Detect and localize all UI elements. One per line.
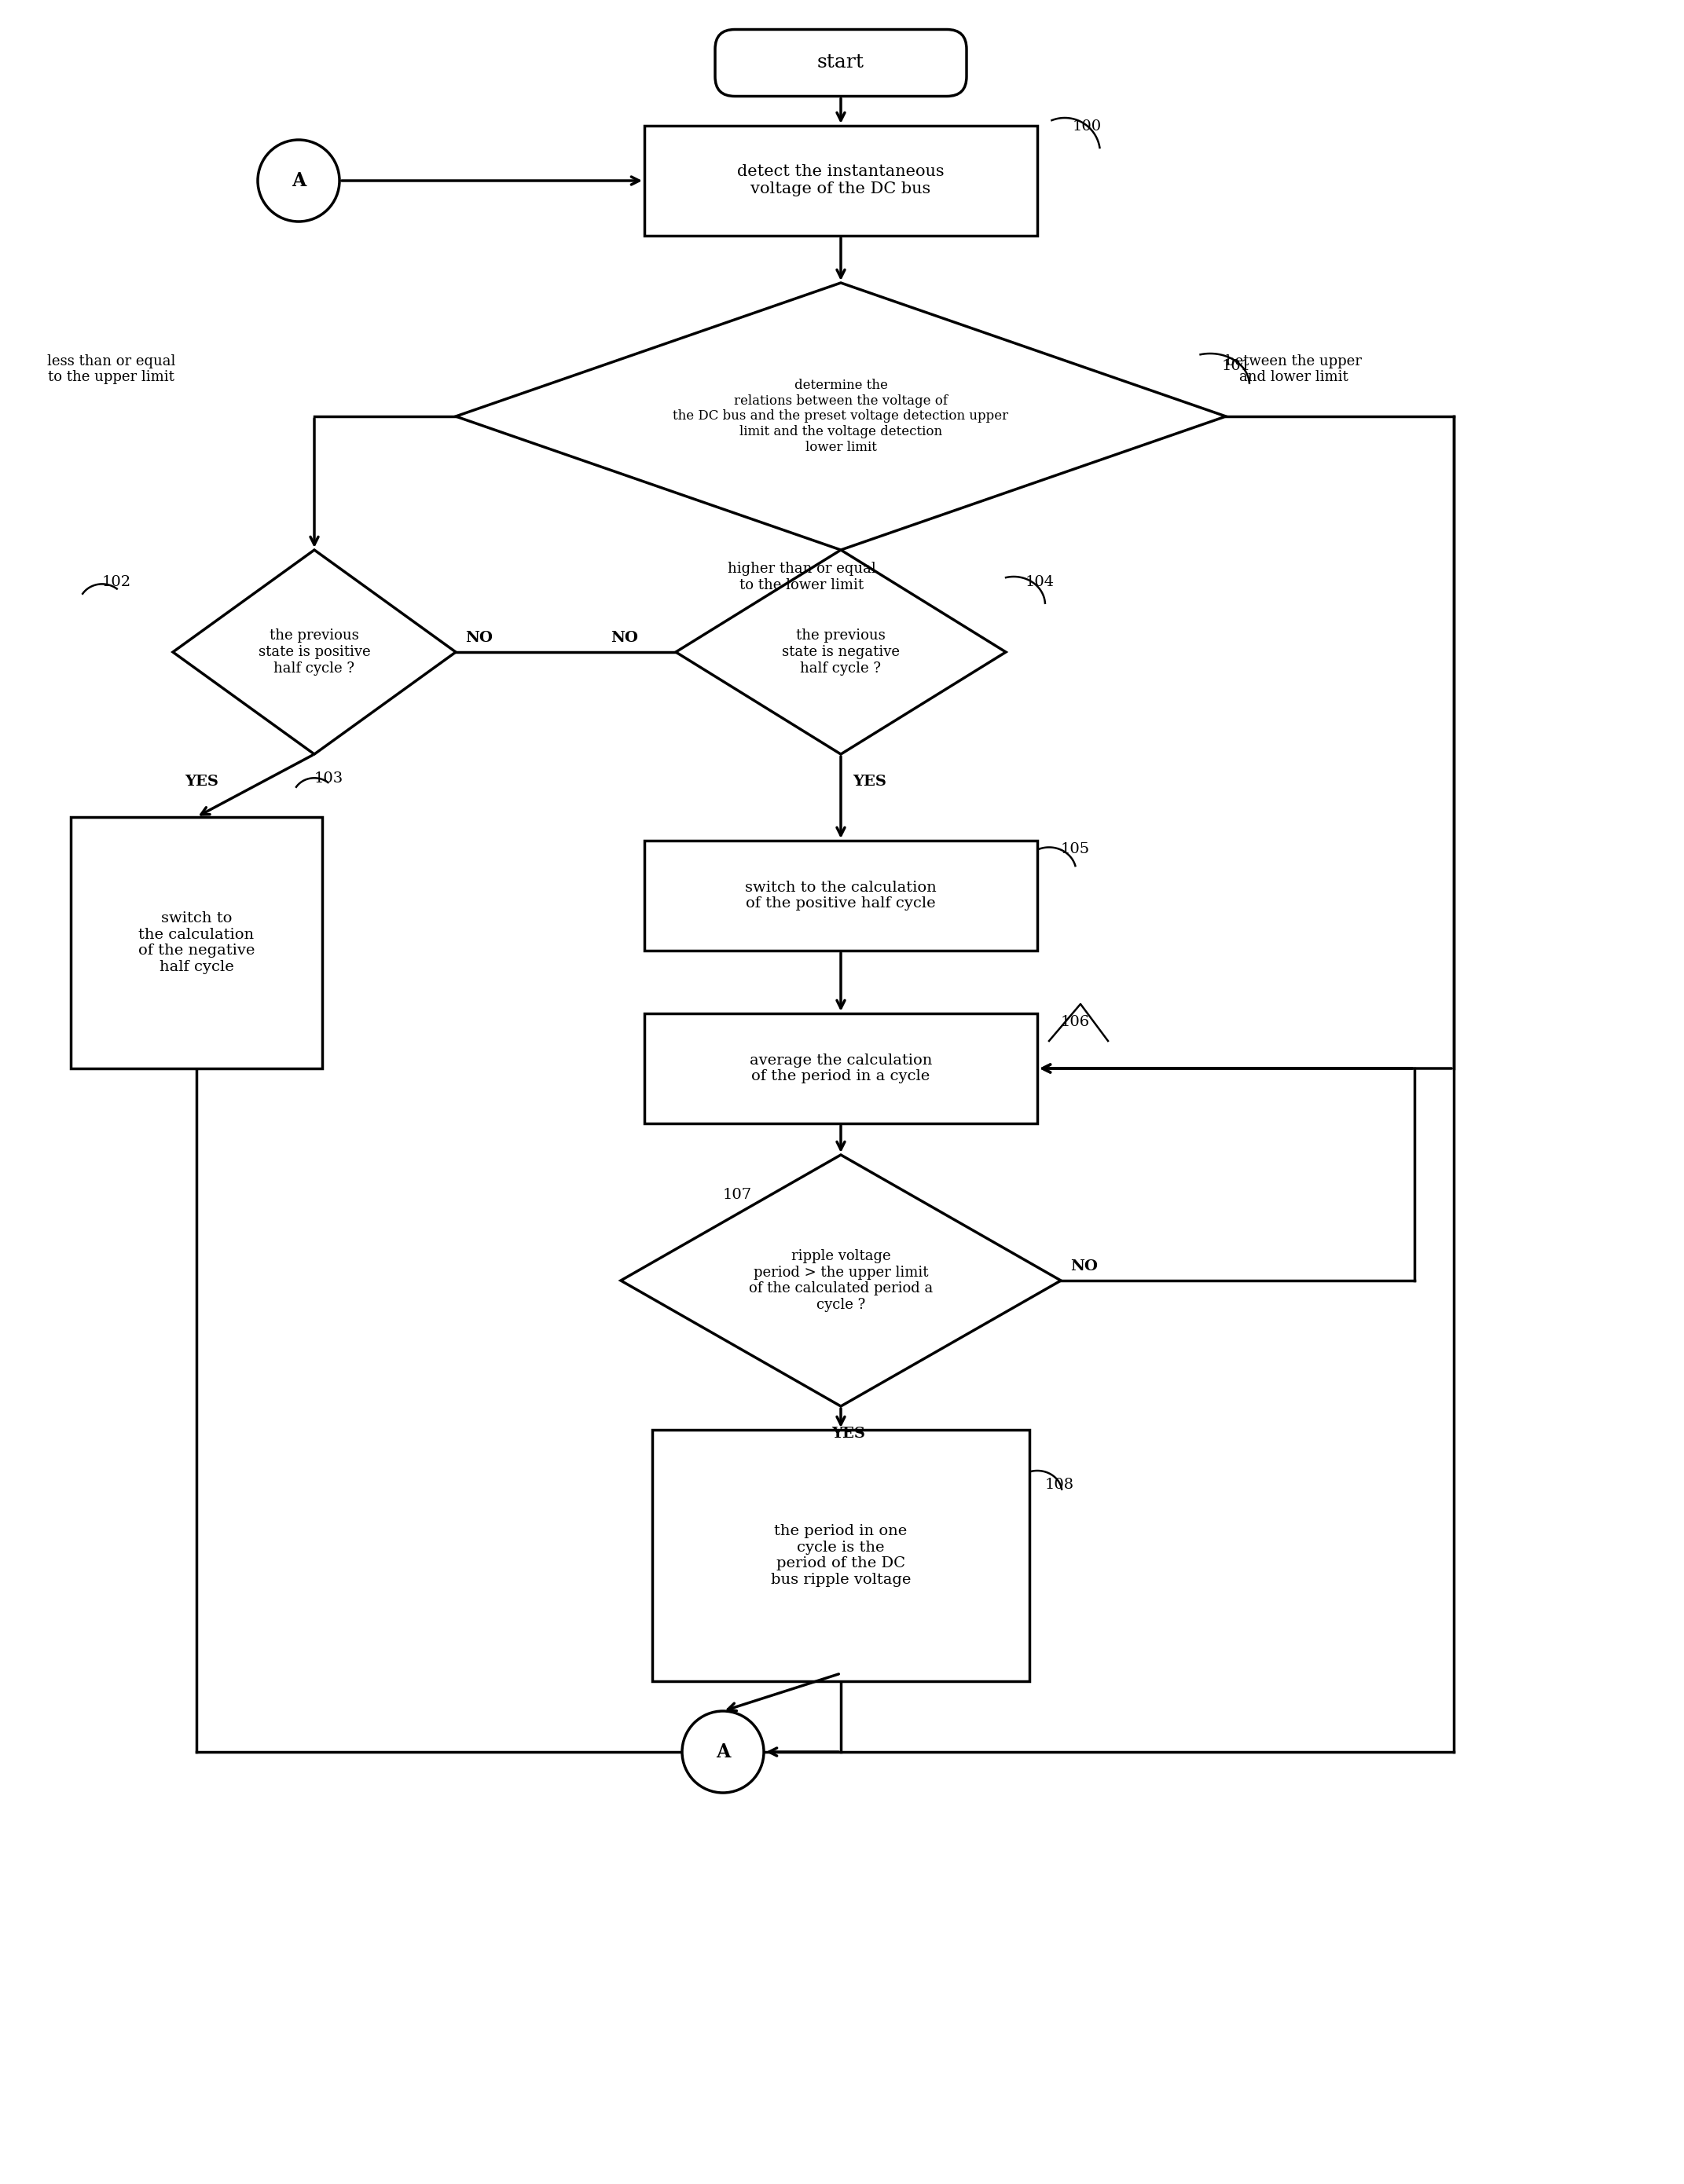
Text: ripple voltage
period > the upper limit
of the calculated period a
cycle ?: ripple voltage period > the upper limit … — [749, 1249, 933, 1313]
Text: less than or equal
to the upper limit: less than or equal to the upper limit — [47, 354, 175, 384]
Text: the previous
state is positive
half cycle ?: the previous state is positive half cycl… — [258, 629, 370, 675]
Text: A: A — [291, 170, 306, 190]
Text: 100: 100 — [1073, 120, 1101, 133]
Text: detect the instantaneous
voltage of the DC bus: detect the instantaneous voltage of the … — [738, 164, 945, 197]
Polygon shape — [621, 1155, 1061, 1406]
Text: higher than or equal
to the lower limit: higher than or equal to the lower limit — [727, 561, 876, 592]
Circle shape — [258, 140, 340, 221]
Text: 108: 108 — [1046, 1479, 1074, 1492]
Polygon shape — [645, 841, 1037, 950]
Text: A: A — [716, 1743, 731, 1760]
Polygon shape — [173, 550, 456, 753]
Polygon shape — [645, 127, 1037, 236]
Text: the period in one
cycle is the
period of the DC
bus ripple voltage: the period in one cycle is the period of… — [771, 1524, 911, 1588]
Text: 105: 105 — [1061, 843, 1090, 856]
Text: switch to the calculation
of the positive half cycle: switch to the calculation of the positiv… — [744, 880, 936, 911]
Text: 101: 101 — [1223, 358, 1251, 373]
Text: switch to
the calculation
of the negative
half cycle: switch to the calculation of the negativ… — [138, 911, 254, 974]
Text: 106: 106 — [1061, 1016, 1090, 1029]
Text: NO: NO — [465, 631, 493, 644]
Text: YES: YES — [852, 775, 886, 788]
Text: average the calculation
of the period in a cycle: average the calculation of the period in… — [749, 1053, 933, 1083]
Text: the previous
state is negative
half cycle ?: the previous state is negative half cycl… — [781, 629, 899, 675]
Text: start: start — [817, 55, 864, 72]
Text: NO: NO — [611, 631, 638, 644]
Text: NO: NO — [1071, 1260, 1098, 1273]
Polygon shape — [71, 817, 322, 1068]
Text: 107: 107 — [722, 1188, 753, 1201]
Text: determine the
relations between the voltage of
the DC bus and the preset voltage: determine the relations between the volt… — [674, 378, 1009, 454]
Polygon shape — [675, 550, 1005, 753]
Text: 103: 103 — [315, 771, 344, 786]
Polygon shape — [456, 282, 1226, 550]
Text: YES: YES — [185, 775, 219, 788]
Polygon shape — [645, 1013, 1037, 1123]
FancyBboxPatch shape — [716, 28, 967, 96]
Text: 102: 102 — [103, 574, 131, 590]
Text: between the upper
and lower limit: between the upper and lower limit — [1226, 354, 1362, 384]
Text: 104: 104 — [1026, 574, 1054, 590]
Circle shape — [682, 1710, 765, 1793]
Polygon shape — [652, 1431, 1029, 1682]
Text: YES: YES — [832, 1426, 866, 1441]
